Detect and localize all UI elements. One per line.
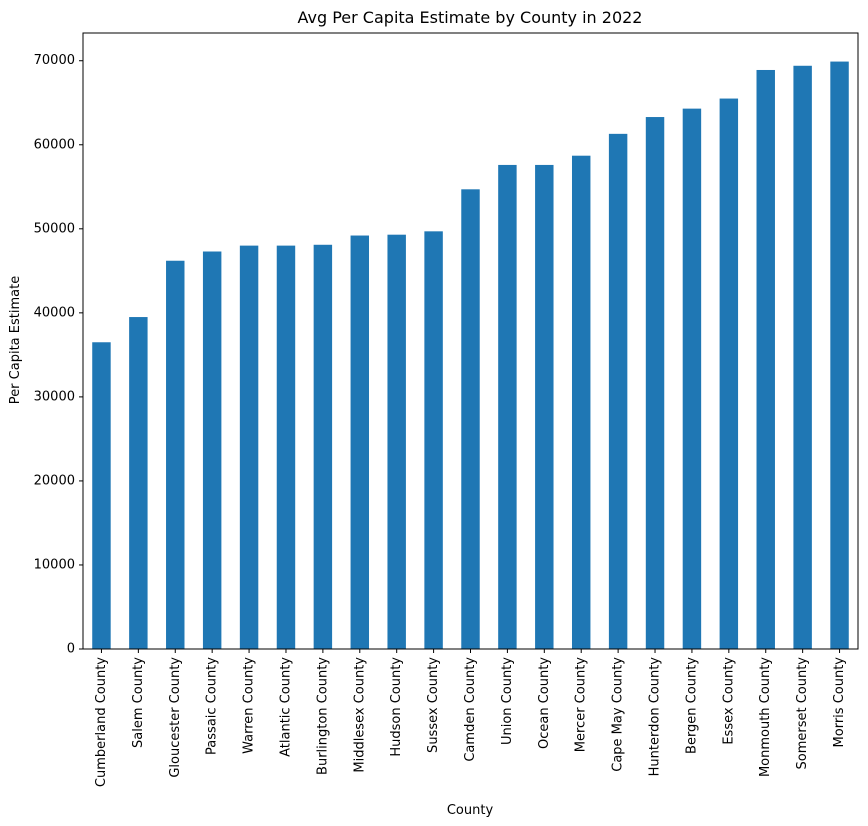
bar-8 — [387, 234, 406, 649]
bar-6 — [313, 244, 333, 649]
x-tick-label-0: Cumberland County — [94, 657, 109, 787]
x-tick-label-4: Warren County — [242, 657, 257, 754]
bar-5 — [276, 245, 296, 649]
bar-17 — [719, 98, 739, 650]
bar-4 — [239, 245, 259, 649]
x-tick-label-6: Burlington County — [315, 657, 330, 775]
x-axis-title: County — [447, 803, 494, 818]
chart-title: Avg Per Capita Estimate by County in 202… — [298, 8, 643, 27]
y-axis: 0 10000 20000 30000 40000 50000 60000 70000 — [34, 53, 83, 657]
bar-0 — [92, 342, 111, 649]
y-tick-label-4: 40000 — [34, 305, 75, 320]
y-tick-label-2: 20000 — [34, 473, 75, 488]
x-tick-label-1: Salem County — [131, 657, 146, 748]
bar-2 — [166, 260, 185, 649]
bar-10 — [461, 189, 480, 649]
y-tick-label-5: 50000 — [34, 221, 75, 236]
bars-group — [92, 61, 849, 650]
x-tick-label-17: Essex County — [721, 657, 736, 745]
y-tick-label-0: 0 — [67, 642, 75, 657]
bar-13 — [571, 155, 591, 649]
x-tick-label-5: Atlantic County — [278, 657, 293, 757]
x-tick-label-12: Ocean County — [537, 657, 552, 749]
x-tick-label-9: Sussex County — [426, 657, 441, 753]
x-axis: Cumberland County Salem County Gloucester … — [94, 649, 847, 787]
bar-14 — [608, 133, 628, 650]
x-tick-label-16: Bergen County — [684, 657, 699, 754]
x-tick-label-15: Hunterdon County — [648, 657, 663, 777]
y-tick-label-6: 60000 — [34, 137, 75, 152]
x-tick-label-10: Camden County — [463, 657, 478, 762]
y-tick-label-3: 30000 — [34, 389, 75, 404]
bar-7 — [350, 235, 370, 649]
bar-16 — [682, 108, 702, 649]
bar-20 — [830, 61, 849, 649]
y-tick-label-7: 70000 — [34, 53, 75, 68]
plot-frame — [82, 32, 859, 650]
x-tick-label-20: Morris County — [832, 657, 847, 748]
bar-3 — [202, 251, 222, 649]
x-tick-label-3: Passaic County — [205, 657, 220, 755]
y-axis-title: Per Capita Estimate — [8, 276, 23, 404]
x-tick-label-18: Monmouth County — [758, 657, 773, 777]
bar-9 — [424, 231, 443, 649]
bar-15 — [645, 117, 665, 650]
x-tick-label-8: Hudson County — [389, 657, 404, 757]
x-tick-label-13: Mercer County — [574, 657, 589, 753]
bar-1 — [129, 317, 148, 649]
x-tick-label-19: Somerset County — [795, 657, 810, 770]
x-tick-label-7: Middlesex County — [352, 657, 367, 773]
x-tick-label-14: Cape May County — [611, 657, 626, 772]
bar-12 — [535, 164, 554, 649]
x-tick-label-2: Gloucester County — [168, 657, 183, 778]
bar-11 — [498, 164, 517, 649]
bar-19 — [793, 65, 812, 649]
y-tick-label-1: 10000 — [34, 557, 75, 572]
x-tick-label-11: Union County — [500, 657, 515, 745]
bar-18 — [756, 69, 775, 650]
